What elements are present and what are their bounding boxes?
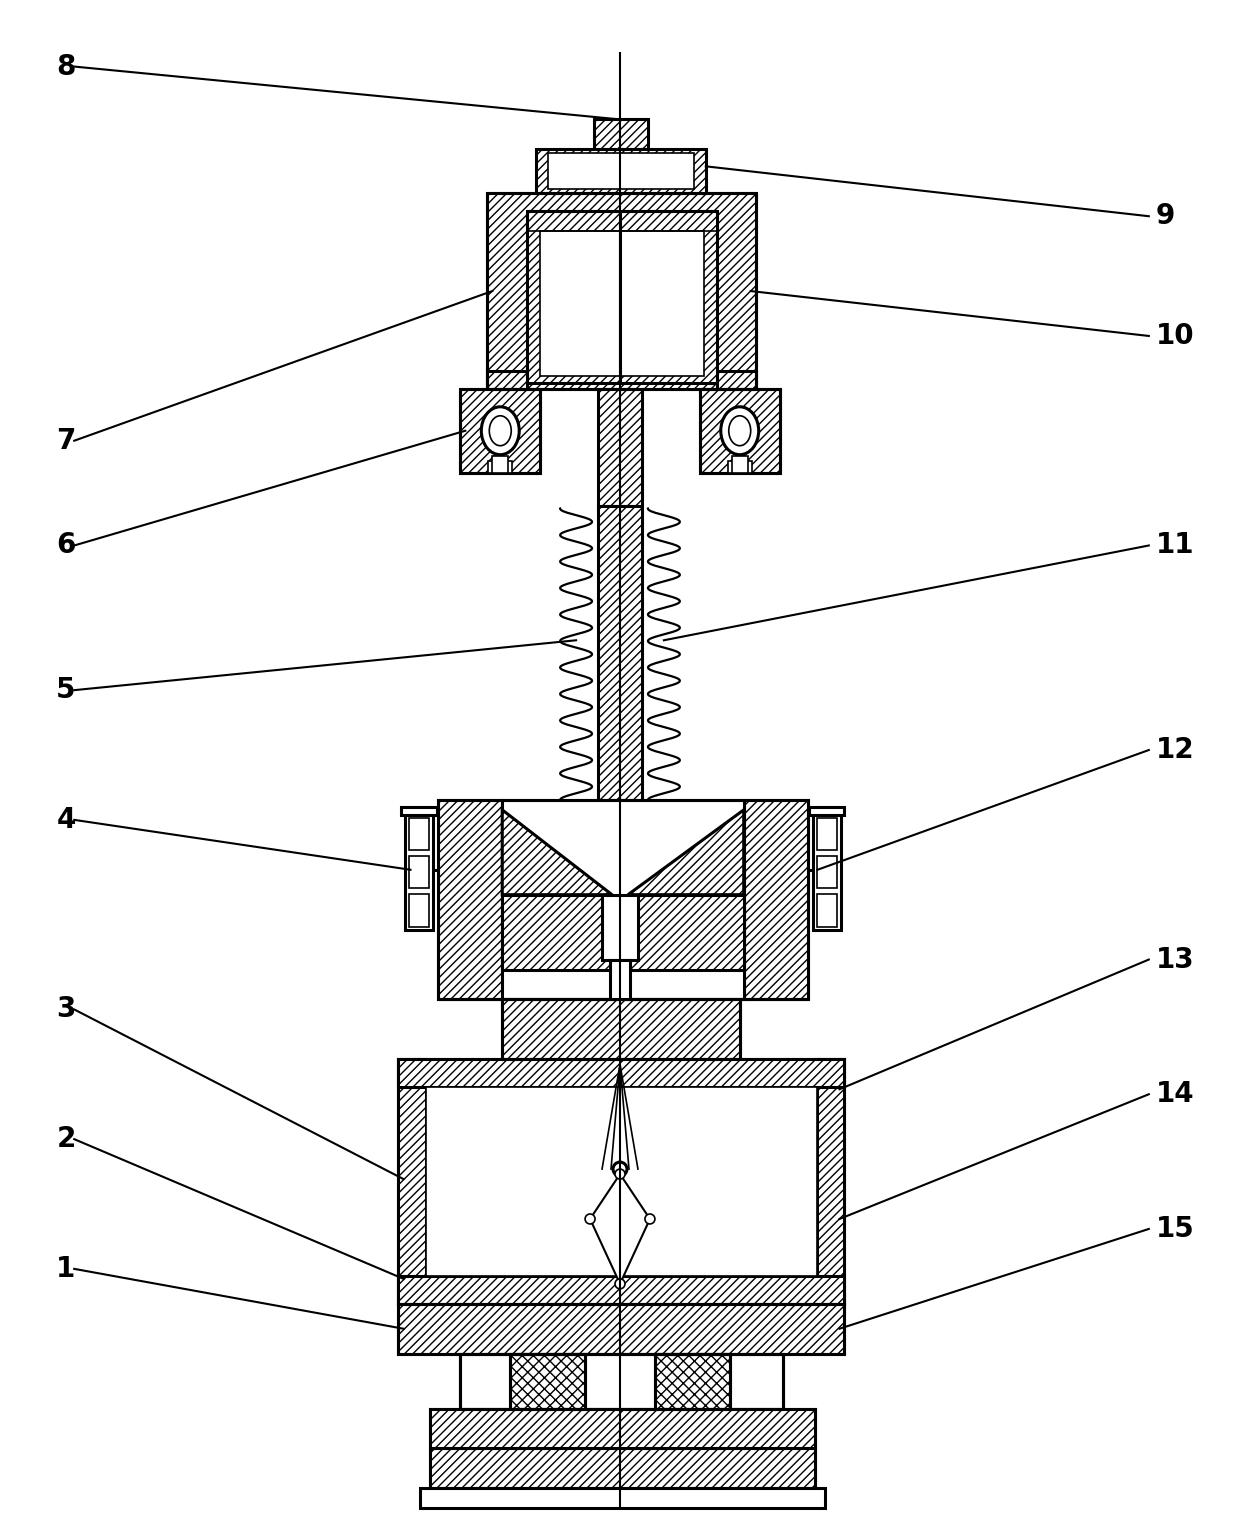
Bar xyxy=(603,895,637,959)
Text: 9: 9 xyxy=(1156,202,1176,230)
Bar xyxy=(732,455,748,473)
Bar xyxy=(460,1353,782,1408)
Bar xyxy=(744,801,807,1000)
Bar xyxy=(548,154,694,189)
Text: 2: 2 xyxy=(56,1125,76,1154)
Bar xyxy=(409,855,429,889)
Text: 8: 8 xyxy=(56,53,76,81)
Ellipse shape xyxy=(729,416,750,446)
Bar xyxy=(439,801,502,1000)
Text: 3: 3 xyxy=(56,995,76,1023)
Bar xyxy=(398,1304,844,1353)
Text: 10: 10 xyxy=(1156,323,1194,350)
Bar xyxy=(405,814,434,930)
Bar xyxy=(487,371,527,388)
Bar xyxy=(409,895,429,927)
Bar xyxy=(460,388,541,473)
Circle shape xyxy=(613,1163,627,1177)
Text: 13: 13 xyxy=(1156,945,1194,974)
Bar xyxy=(699,388,780,473)
Text: 1: 1 xyxy=(56,1254,76,1283)
Text: 11: 11 xyxy=(1156,531,1194,560)
Bar xyxy=(430,1408,815,1449)
Bar xyxy=(409,817,429,851)
Bar xyxy=(427,1087,817,1275)
Bar xyxy=(460,1353,782,1408)
Bar xyxy=(510,1353,585,1408)
Bar xyxy=(398,1059,844,1087)
Text: 6: 6 xyxy=(56,531,76,560)
Text: 5: 5 xyxy=(56,676,76,705)
Bar xyxy=(398,1275,844,1304)
Bar xyxy=(398,1059,844,1304)
Bar xyxy=(502,1000,740,1059)
Bar xyxy=(402,807,438,814)
Polygon shape xyxy=(627,810,744,895)
Circle shape xyxy=(615,1169,625,1180)
Text: 4: 4 xyxy=(56,805,76,834)
Bar xyxy=(439,801,807,1000)
Bar xyxy=(728,461,751,473)
Bar xyxy=(510,1353,585,1408)
Bar xyxy=(460,388,541,473)
Polygon shape xyxy=(622,895,744,970)
Bar xyxy=(541,231,704,376)
Bar xyxy=(808,807,844,814)
Bar xyxy=(812,814,841,930)
Bar xyxy=(610,959,630,1000)
Bar xyxy=(598,505,642,801)
Bar xyxy=(717,371,755,388)
Polygon shape xyxy=(502,810,613,895)
Bar xyxy=(817,895,837,927)
Bar xyxy=(699,388,780,473)
Bar xyxy=(487,193,755,388)
Bar xyxy=(460,1353,782,1408)
Circle shape xyxy=(615,1278,625,1289)
Polygon shape xyxy=(502,895,618,970)
Text: 15: 15 xyxy=(1156,1215,1194,1243)
Circle shape xyxy=(645,1215,655,1224)
Bar xyxy=(398,1304,844,1353)
Bar xyxy=(527,212,717,384)
Bar xyxy=(598,388,642,505)
Bar xyxy=(430,1449,815,1489)
Bar xyxy=(492,455,508,473)
Bar xyxy=(430,1408,815,1489)
Text: 14: 14 xyxy=(1156,1081,1194,1108)
Bar xyxy=(502,1000,740,1059)
Bar xyxy=(420,1489,825,1508)
Text: 12: 12 xyxy=(1156,737,1194,764)
Text: 7: 7 xyxy=(56,426,76,455)
Circle shape xyxy=(585,1215,595,1224)
Polygon shape xyxy=(590,1173,650,1285)
Ellipse shape xyxy=(720,406,759,455)
Bar xyxy=(655,1353,730,1408)
Bar xyxy=(489,461,512,473)
Bar xyxy=(594,119,649,149)
Bar xyxy=(398,1059,427,1304)
Bar xyxy=(502,801,744,1000)
Ellipse shape xyxy=(490,416,511,446)
Bar xyxy=(817,817,837,851)
Bar xyxy=(536,149,706,193)
Bar xyxy=(655,1353,730,1408)
Bar xyxy=(817,1059,844,1304)
Ellipse shape xyxy=(481,406,520,455)
Bar xyxy=(817,855,837,889)
